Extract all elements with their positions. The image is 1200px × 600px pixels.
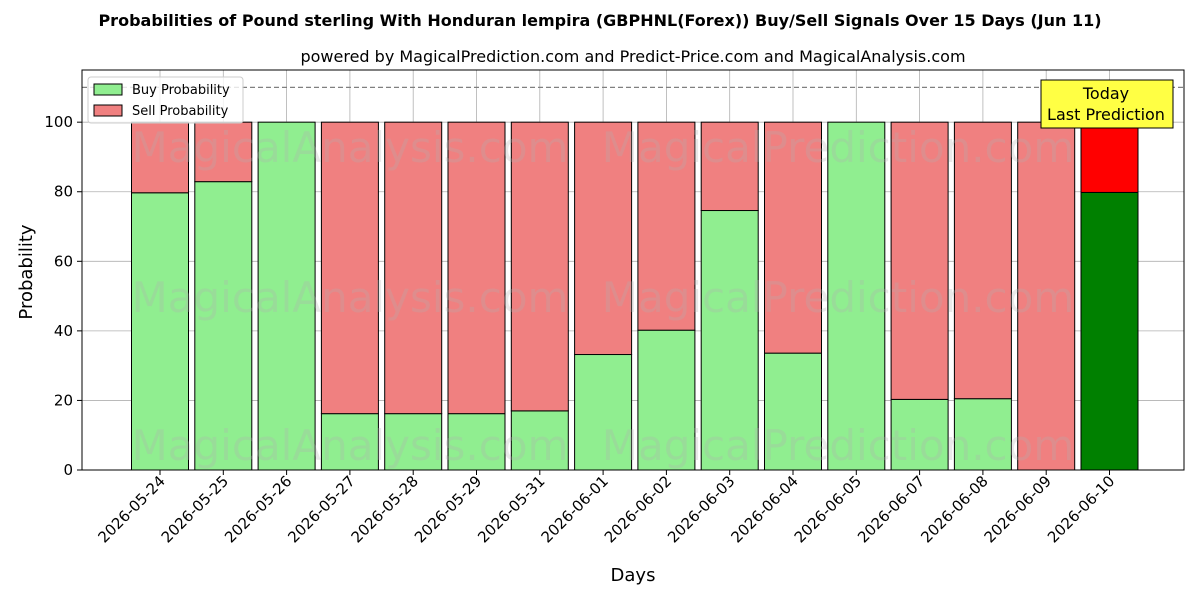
watermark-text: MagicalAnalysis.com [132, 273, 569, 322]
sell-bar [1017, 121, 1076, 471]
watermark-text: MagicalPrediction.com [602, 421, 1075, 470]
chart-title: Probabilities of Pound sterling With Hon… [98, 11, 1101, 30]
y-axis-label: Probability [16, 224, 37, 319]
buy-bar [1080, 191, 1139, 471]
sell-bar [637, 121, 696, 331]
legend-label: Buy Probability [132, 83, 230, 98]
y-tick-label: 20 [54, 391, 73, 409]
sell-bar [131, 121, 189, 194]
sell-bar [764, 121, 822, 354]
y-tick-label: 60 [54, 252, 73, 270]
buy-bar [827, 121, 886, 471]
watermark-text: MagicalPrediction.com [602, 273, 1075, 322]
sell-bar [953, 121, 1012, 400]
sell-bar [510, 121, 569, 412]
sell-bar [384, 121, 443, 415]
y-tick-label: 40 [54, 322, 73, 340]
buy-bar [764, 352, 822, 471]
y-tick-label: 80 [54, 183, 73, 201]
annotation-box [1040, 79, 1174, 129]
buy-bar [574, 354, 633, 471]
sell-bar [447, 121, 506, 415]
sell-bar [194, 121, 253, 183]
buy-bar [257, 121, 316, 471]
watermark-text: MagicalPrediction.com [602, 123, 1075, 172]
y-tick-label: 100 [44, 113, 73, 131]
y-axis-ticks: 0 20 40 60 80 100 [44, 113, 82, 479]
buy-bar [384, 413, 443, 471]
sell-bar [574, 121, 633, 356]
sell-bar [700, 121, 759, 212]
sell-bar [320, 121, 379, 415]
plot-frame [81, 69, 1185, 471]
legend-box [87, 76, 244, 124]
legend: Buy Probability Sell Probability [87, 76, 244, 124]
buy-bar [890, 398, 949, 471]
x-axis-label: Days [611, 565, 656, 586]
buy-bar [953, 398, 1012, 471]
watermark-text: MagicalAnalysis.com [132, 421, 569, 470]
legend-label: Sell Probability [132, 104, 229, 119]
buy-bar [637, 329, 696, 471]
watermarks: MagicalAnalysis.com MagicalPrediction.com… [132, 123, 1075, 470]
legend-swatch [93, 104, 123, 117]
legend-swatch [93, 83, 123, 96]
annotation-text: Last Prediction [1047, 105, 1165, 124]
y-tick-label: 0 [63, 461, 73, 479]
today-annotation: Today Last Prediction [1040, 79, 1174, 129]
annotation-text: Today [1082, 84, 1129, 103]
bars [131, 121, 1139, 471]
sell-bar [1080, 121, 1139, 193]
watermark-text: MagicalAnalysis.com [132, 123, 569, 172]
chart-subtitle: powered by MagicalPrediction.com and Pre… [300, 47, 965, 66]
sell-bar [890, 121, 949, 400]
